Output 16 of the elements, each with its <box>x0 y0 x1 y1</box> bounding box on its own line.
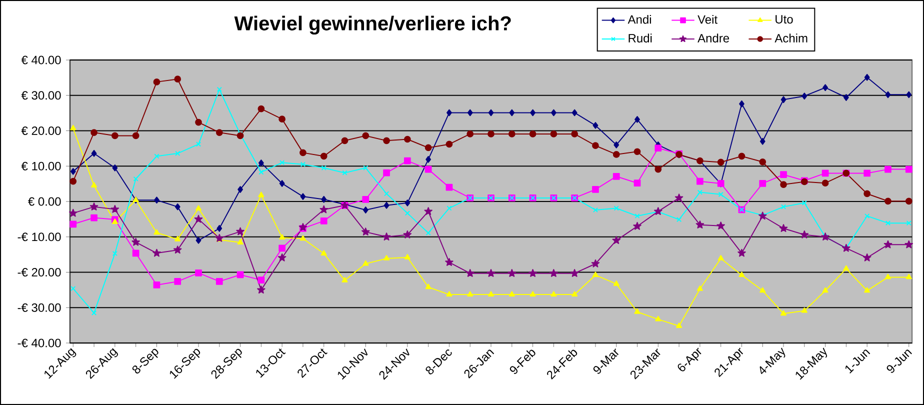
y-tick-label: € 0.00 <box>28 197 61 206</box>
y-tick-label: -€ 30.00 <box>18 303 61 312</box>
y-tick-label: -€ 40.00 <box>18 338 61 348</box>
y-tick-label: -€ 20.00 <box>18 268 61 277</box>
legend-label: Rudi <box>628 34 652 42</box>
y-tick-label: € 20.00 <box>21 126 61 136</box>
legend-label: Andi <box>628 14 651 24</box>
y-tick-label: € 40.00 <box>21 56 61 64</box>
legend-label: Uto <box>776 15 793 24</box>
y-tick-label: € 30.00 <box>21 91 61 100</box>
legend-label: Veit <box>698 14 718 24</box>
y-tick-label: € 10.00 <box>21 162 61 170</box>
chart-title: Wieviel gewinne/verliere ich? <box>234 16 511 34</box>
y-tick-label: -€ 10.00 <box>18 232 61 242</box>
legend-label: Andre <box>698 34 730 42</box>
legend-label: Achim <box>774 34 808 42</box>
